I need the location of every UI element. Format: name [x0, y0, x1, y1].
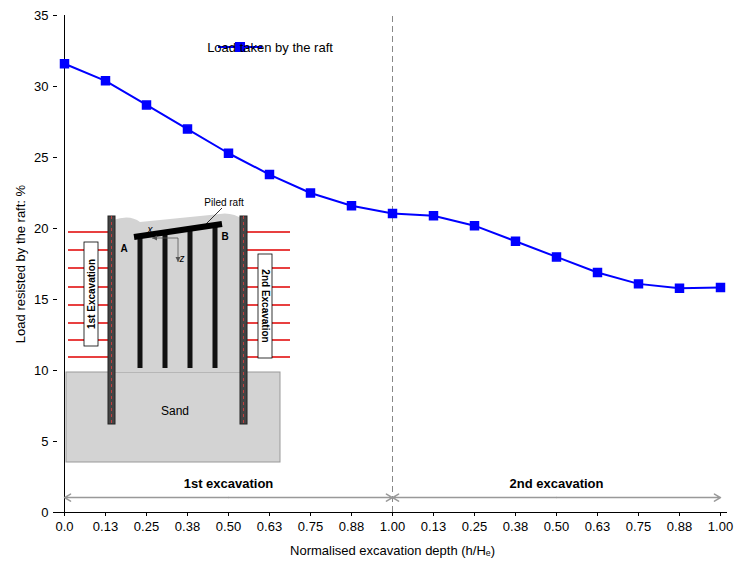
svg-text:0.13: 0.13 [93, 519, 118, 534]
svg-text:25: 25 [34, 150, 48, 165]
svg-text:5: 5 [41, 434, 48, 449]
svg-text:2nd excavation: 2nd excavation [510, 476, 604, 491]
svg-text:0.13: 0.13 [421, 519, 446, 534]
svg-text:10: 10 [34, 363, 48, 378]
svg-text:0.75: 0.75 [298, 519, 323, 534]
svg-text:15: 15 [34, 292, 48, 307]
svg-text:0.63: 0.63 [585, 519, 610, 534]
svg-text:x: x [147, 224, 154, 235]
svg-text:30: 30 [34, 79, 48, 94]
svg-text:1.00: 1.00 [708, 519, 733, 534]
svg-text:35: 35 [34, 8, 48, 23]
svg-text:0.75: 0.75 [626, 519, 651, 534]
svg-text:1st Excavation: 1st Excavation [86, 259, 97, 329]
svg-text:20: 20 [34, 221, 48, 236]
svg-text:0.50: 0.50 [216, 519, 241, 534]
svg-text:0.50: 0.50 [544, 519, 569, 534]
svg-text:Piled raft: Piled raft [204, 197, 244, 208]
svg-text:0.88: 0.88 [339, 519, 364, 534]
svg-text:0.38: 0.38 [503, 519, 528, 534]
svg-text:0.63: 0.63 [257, 519, 282, 534]
svg-text:Load taken by the raft: Load taken by the raft [207, 40, 333, 55]
svg-text:Load resisted by the raft: %: Load resisted by the raft: % [13, 184, 28, 343]
svg-text:Normalised excavation depth (h: Normalised excavation depth (h/Hₑ) [290, 543, 495, 558]
svg-text:0.0: 0.0 [55, 519, 73, 534]
svg-text:Sand: Sand [161, 404, 189, 418]
svg-text:1.00: 1.00 [380, 519, 405, 534]
svg-text:0: 0 [41, 505, 48, 520]
svg-text:0.25: 0.25 [134, 519, 159, 534]
svg-text:0.38: 0.38 [175, 519, 200, 534]
svg-text:1st excavation: 1st excavation [184, 476, 274, 491]
svg-text:0.88: 0.88 [667, 519, 692, 534]
svg-text:A: A [120, 243, 127, 254]
svg-text:z: z [179, 253, 185, 264]
svg-text:0.25: 0.25 [462, 519, 487, 534]
svg-text:B: B [221, 231, 228, 242]
svg-text:2nd Excavation: 2nd Excavation [260, 269, 271, 342]
